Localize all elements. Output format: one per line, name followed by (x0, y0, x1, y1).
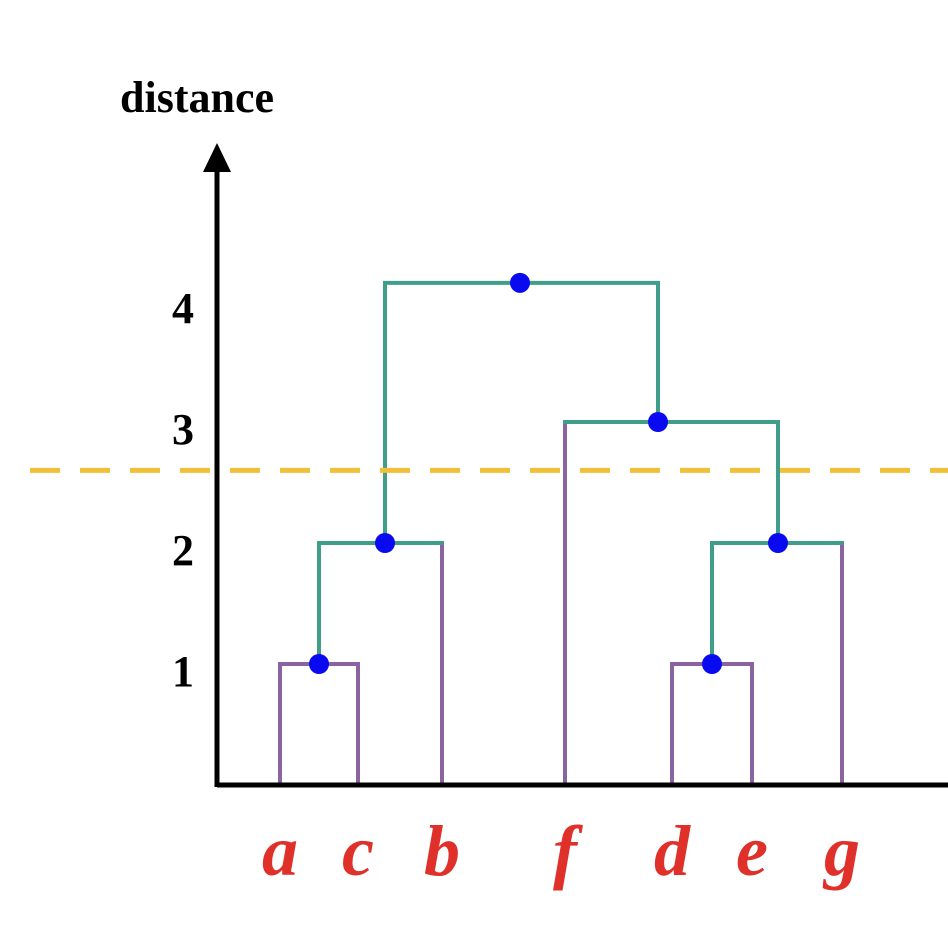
leaf-label-a: a (262, 811, 298, 891)
leaf-label-f: f (553, 811, 583, 891)
leaf-label-d: d (654, 811, 691, 891)
leaf-label-e: e (736, 811, 768, 891)
tick-label: 2 (172, 526, 194, 575)
y-axis-arrow-icon (203, 143, 231, 172)
tick-label: 4 (172, 284, 194, 333)
leaf-label-g: g (822, 811, 860, 891)
merge-node-ac (309, 654, 329, 674)
merge-node-fdeg (648, 412, 668, 432)
tick-label: 1 (172, 647, 194, 696)
leaf-label-b: b (424, 811, 460, 891)
merge-node-de (702, 654, 722, 674)
axis-title: distance (120, 73, 274, 122)
merge-node-deg (768, 533, 788, 553)
tick-label: 3 (172, 405, 194, 454)
merge-node-root (510, 272, 530, 293)
merge-node-acb (375, 533, 395, 553)
leaf-label-c: c (342, 811, 374, 891)
